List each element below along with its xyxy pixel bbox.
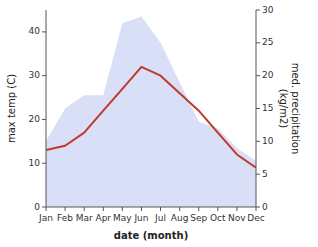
y2-tick-label: 10 xyxy=(262,136,274,146)
y-tick xyxy=(42,163,46,164)
y2-axis-label-line: (kg/m2) xyxy=(278,89,289,129)
x-tick xyxy=(65,207,66,211)
x-axis-label: date (month) xyxy=(114,230,188,241)
y2-tick-label: 25 xyxy=(262,37,273,47)
y-tick-label: 20 xyxy=(29,114,41,124)
x-tick-label: Nov xyxy=(228,213,246,223)
x-tick-label: Jan xyxy=(38,213,53,223)
y2-tick-label: 20 xyxy=(262,70,274,80)
x-tick xyxy=(217,207,218,211)
temperature-line xyxy=(46,67,256,168)
y-tick-label: 40 xyxy=(29,26,41,36)
y2-tick-label: 30 xyxy=(262,5,274,15)
x-axis-line xyxy=(46,207,256,208)
x-tick-label: Aug xyxy=(171,213,189,223)
x-tick-label: Oct xyxy=(210,213,226,223)
x-tick-label: Feb xyxy=(57,213,73,223)
y-tick xyxy=(42,207,46,208)
x-tick xyxy=(103,207,104,211)
y2-tick xyxy=(256,42,260,43)
y2-tick xyxy=(256,207,260,208)
y2-tick xyxy=(256,75,260,76)
y2-axis-label-line: med. precipitation xyxy=(290,63,301,155)
x-tick-label: Mar xyxy=(76,213,93,223)
x-tick xyxy=(122,207,123,211)
y-axis-label: max temp (C) xyxy=(6,74,17,143)
x-tick xyxy=(179,207,180,211)
x-tick xyxy=(256,207,257,211)
y-axis-line xyxy=(46,10,47,207)
y2-axis-label: med. precipitation(kg/m2) xyxy=(278,63,301,155)
x-tick xyxy=(160,207,161,211)
y-tick xyxy=(42,119,46,120)
x-tick-label: Jul xyxy=(154,213,166,223)
y2-tick xyxy=(256,141,260,142)
y-tick-label: 0 xyxy=(34,202,40,212)
y2-tick xyxy=(256,174,260,175)
plot-area xyxy=(46,17,256,207)
y-tick-label: 30 xyxy=(29,70,41,80)
x-tick-label: Jun xyxy=(133,213,148,223)
y2-tick xyxy=(256,108,260,109)
y2-tick-label: 15 xyxy=(262,103,273,113)
y-tick xyxy=(42,31,46,32)
x-tick xyxy=(198,207,199,211)
y2-tick xyxy=(256,10,260,11)
y-tick-label: 10 xyxy=(29,158,41,168)
x-tick-label: May xyxy=(113,213,132,223)
precipitation-area xyxy=(46,17,256,207)
y-tick xyxy=(42,75,46,76)
x-tick xyxy=(84,207,85,211)
y2-tick-label: 0 xyxy=(262,202,268,212)
y2-tick-label: 5 xyxy=(262,169,268,179)
x-tick-label: Apr xyxy=(95,213,111,223)
x-tick xyxy=(236,207,237,211)
x-tick xyxy=(46,207,47,211)
x-tick-label: Sep xyxy=(190,213,207,223)
x-tick-label: Dec xyxy=(247,213,264,223)
x-tick xyxy=(141,207,142,211)
chart: 0 10 20 30 40 0 5 10 15 20 25 30 Jan FebMarAprMayJun J… xyxy=(0,0,318,247)
